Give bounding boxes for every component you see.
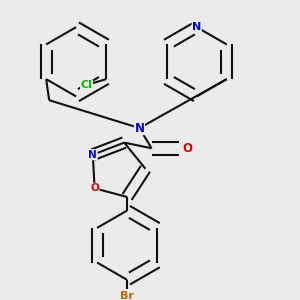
Text: O: O — [182, 142, 192, 155]
Text: Br: Br — [120, 291, 134, 300]
Text: N: N — [134, 122, 145, 135]
Text: O: O — [90, 183, 99, 193]
Text: N: N — [192, 22, 201, 32]
Text: Cl: Cl — [81, 80, 92, 90]
Text: N: N — [88, 150, 97, 160]
